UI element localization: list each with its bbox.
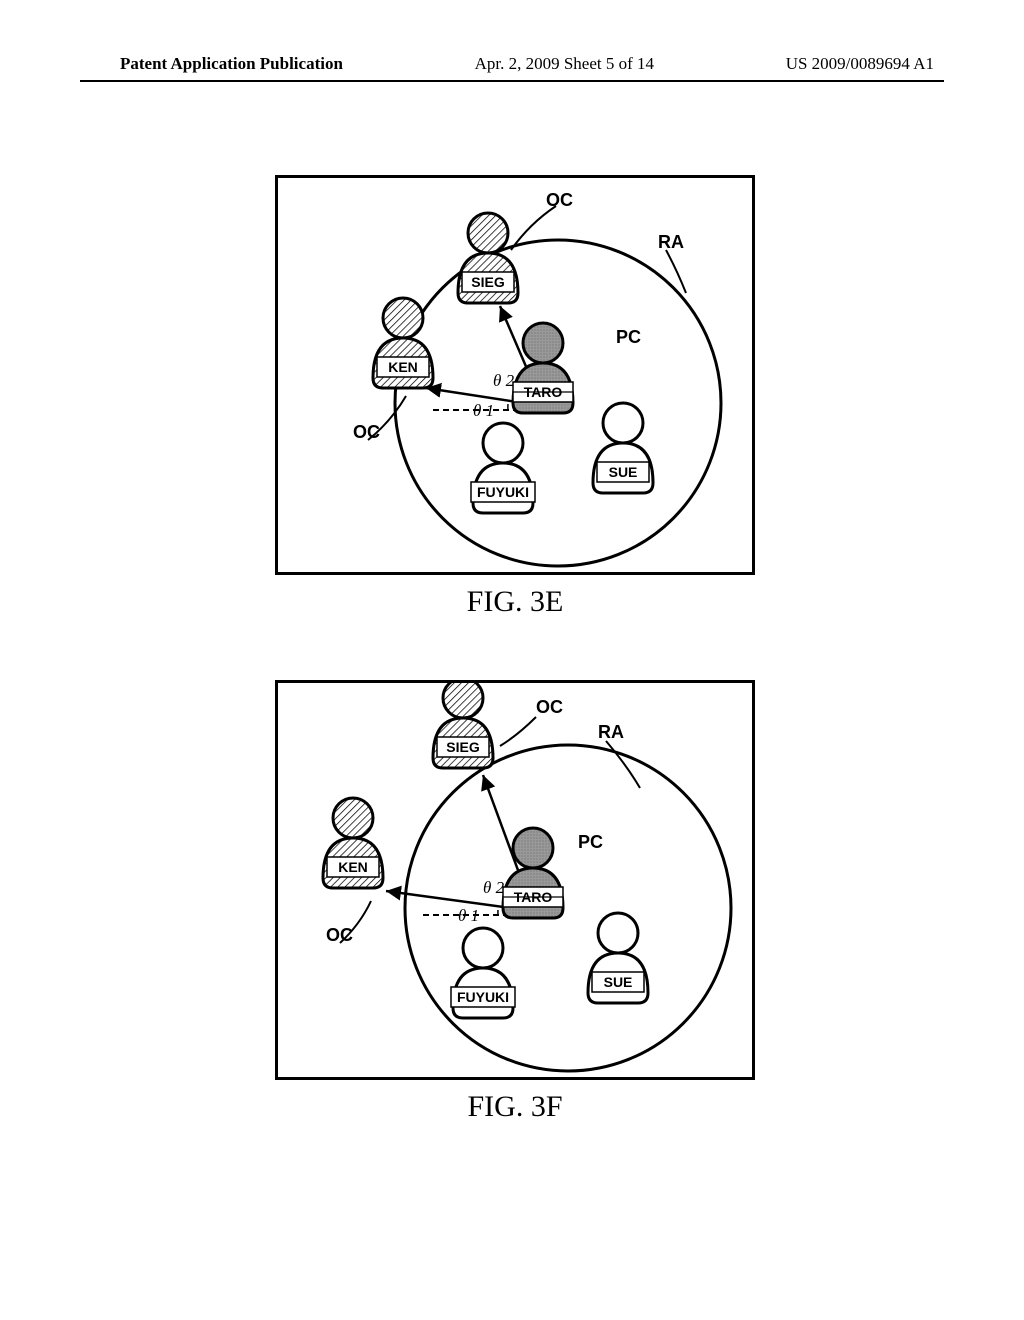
label-fuyuki: FUYUKI bbox=[477, 484, 529, 500]
character-taro: TARO bbox=[503, 828, 563, 918]
theta2-label: θ 2 bbox=[483, 878, 505, 897]
figure-3e-svg: SIEG KEN TARO FUYUKI SUE OC RA bbox=[278, 178, 752, 572]
character-sieg: SIEG bbox=[433, 683, 493, 768]
theta1-label: θ 1 bbox=[473, 401, 494, 420]
label-sue: SUE bbox=[609, 464, 638, 480]
annot-ra: RA bbox=[598, 722, 624, 742]
theta1-label: θ 1 bbox=[458, 906, 479, 925]
character-sue: SUE bbox=[593, 403, 653, 493]
leader-ra bbox=[666, 250, 686, 293]
figure-3e-box: SIEG KEN TARO FUYUKI SUE OC RA bbox=[275, 175, 755, 575]
label-ken: KEN bbox=[388, 359, 418, 375]
character-sue: SUE bbox=[588, 913, 648, 1003]
character-ken: KEN bbox=[323, 798, 383, 888]
annot-oc-top: OC bbox=[536, 697, 563, 717]
annot-ra: RA bbox=[658, 232, 684, 252]
leader-oc-top bbox=[511, 206, 556, 250]
header-right: US 2009/0089694 A1 bbox=[786, 54, 934, 74]
label-ken: KEN bbox=[338, 859, 368, 875]
annot-pc: PC bbox=[616, 327, 641, 347]
character-fuyuki: FUYUKI bbox=[451, 928, 515, 1018]
caption-3f: FIG. 3F bbox=[275, 1090, 755, 1124]
character-fuyuki: FUYUKI bbox=[471, 423, 535, 513]
annot-oc-left: OC bbox=[326, 925, 353, 945]
label-fuyuki: FUYUKI bbox=[457, 989, 509, 1005]
page-header: Patent Application Publication Apr. 2, 2… bbox=[0, 54, 1024, 74]
leader-oc-top bbox=[500, 717, 536, 746]
annot-oc-top: OC bbox=[546, 190, 573, 210]
label-sieg: SIEG bbox=[471, 274, 505, 290]
annot-pc: PC bbox=[578, 832, 603, 852]
label-sieg: SIEG bbox=[446, 739, 480, 755]
figure-3f-box: SIEG KEN TARO FUYUKI SUE OC RA bbox=[275, 680, 755, 1080]
header-left: Patent Application Publication bbox=[120, 54, 343, 74]
theta2-label: θ 2 bbox=[493, 371, 515, 390]
figure-3f-svg: SIEG KEN TARO FUYUKI SUE OC RA bbox=[278, 683, 752, 1077]
label-sue: SUE bbox=[604, 974, 633, 990]
header-center: Apr. 2, 2009 Sheet 5 of 14 bbox=[475, 54, 654, 74]
range-circle bbox=[405, 745, 731, 1071]
annot-oc-left: OC bbox=[353, 422, 380, 442]
character-sieg: SIEG bbox=[458, 213, 518, 303]
leader-ra bbox=[606, 741, 640, 788]
caption-3e: FIG. 3E bbox=[275, 585, 755, 619]
character-taro: TARO bbox=[513, 323, 573, 413]
header-rule bbox=[80, 80, 944, 82]
